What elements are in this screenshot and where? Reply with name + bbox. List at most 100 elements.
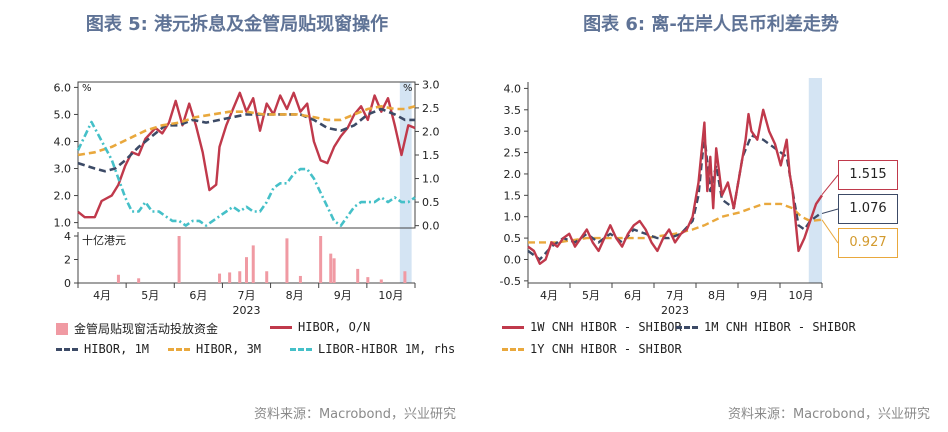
legend-label: LIBOR-HIBOR 1M, rhs: [318, 342, 456, 356]
legend-label: 1Y CNH HIBOR - SHIBOR: [530, 342, 682, 356]
bar: [403, 271, 407, 283]
legend-swatch: [56, 347, 78, 351]
y-tick-label: 1.0: [504, 211, 522, 224]
x-month-label: 9月: [750, 289, 768, 302]
x-month-label: 10月: [789, 289, 814, 302]
x-month-label: 8月: [708, 289, 726, 302]
y2-tick-label: 1.0: [422, 173, 440, 186]
legend-item: LIBOR-HIBOR 1M, rhs: [290, 342, 455, 356]
bar: [116, 274, 120, 283]
y-tick-label: 6.0: [54, 81, 72, 94]
legend-swatch: [168, 347, 190, 351]
y2-tick-label: 2.0: [422, 125, 440, 138]
legend-item: 金管局贴现窗活动投放资金: [56, 320, 218, 337]
legend-swatch: [56, 322, 68, 335]
legend-item: HIBOR, 3M: [168, 342, 261, 356]
legend-swatch: [290, 347, 312, 351]
x-month-label: 5月: [141, 289, 159, 302]
legend-item: 1Y CNH HIBOR - SHIBOR: [502, 342, 682, 356]
legend-swatch: [676, 325, 698, 329]
right-source: 资料来源：Macrobond，兴业研究: [727, 407, 930, 422]
bar: [251, 245, 255, 283]
y-tick-label: 2.5: [504, 147, 522, 160]
bar: [366, 277, 370, 283]
left-chart-svg: 1.0 2.0 3.0 4.0 5.0 6.0 % 0.0 0.5 1.0 1.5 2.0 2.5 3.0…: [54, 78, 440, 317]
legend-item: 1M CNH HIBOR - SHIBOR: [676, 320, 856, 334]
y3-tick-label: 4: [64, 230, 71, 243]
series-line-0: [527, 108, 823, 265]
y-tick-label: 2.0: [504, 168, 522, 181]
x-month-label: 5月: [582, 289, 600, 302]
bar: [329, 253, 333, 283]
x-year-label: 2023: [233, 304, 261, 317]
bar: [319, 236, 323, 283]
legend-item: 1W CNH HIBOR - SHIBOR: [502, 320, 682, 334]
series-line-0: [77, 91, 416, 219]
y-unit-label: %: [82, 83, 92, 94]
bar: [245, 257, 248, 283]
series-line-2: [528, 202, 823, 244]
legend-label: HIBOR, 3M: [196, 342, 262, 356]
series-line-1: [77, 107, 415, 173]
y2-tick-label: 3.0: [422, 78, 440, 91]
legend-item: HIBOR, 1M: [56, 342, 149, 356]
y-tick-label: 1.5: [504, 189, 522, 202]
y2-tick-label: 1.5: [422, 149, 440, 162]
x-month-label: 6月: [189, 289, 207, 302]
legend-label: HIBOR, O/N: [298, 320, 371, 334]
callout-leader: [821, 208, 839, 214]
bar: [298, 275, 302, 283]
y-tick-label: 4.0: [504, 82, 522, 95]
series-line-3: [76, 120, 416, 227]
x-month-label: 7月: [238, 289, 256, 302]
x-month-label: 7月: [666, 289, 684, 302]
series-line-2: [77, 105, 416, 157]
legend-label: 1M CNH HIBOR - SHIBOR: [704, 320, 856, 334]
legend-swatch: [502, 347, 524, 351]
y3-tick-label: 0: [64, 277, 71, 290]
x-month-label: 9月: [334, 289, 352, 302]
y-tick-label: 4.0: [54, 135, 72, 148]
bar: [218, 273, 222, 283]
legend-label: 金管局贴现窗活动投放资金: [74, 322, 219, 336]
y2-tick-label: 0.0: [422, 220, 440, 233]
x-month-label: 4月: [93, 289, 111, 302]
legend-label: HIBOR, 1M: [84, 342, 150, 356]
x-month-label: 8月: [286, 289, 304, 302]
y3-tick-label: 2: [64, 254, 71, 267]
bar: [177, 236, 181, 283]
x-year-label: 2023: [661, 304, 689, 317]
callout-value: 0.927: [838, 228, 898, 258]
callout-value: 1.076: [838, 194, 898, 224]
bar: [356, 268, 360, 283]
callout-leader: [821, 174, 839, 196]
x-month-label: 4月: [540, 289, 558, 302]
y2-unit-label: %: [403, 83, 413, 94]
left-chart-title: 图表 5: 港元拆息及金管局贴现窗操作: [85, 14, 389, 35]
y2-tick-label: 2.5: [422, 102, 440, 115]
y-tick-label: -0.5: [500, 275, 521, 288]
right-chart-panel: 图表 6: 离-在岸人民币利差走势 -0.5 0.0 0.5 1.0 1.5 2.0 2.5…: [474, 0, 948, 432]
bar: [285, 238, 289, 283]
bar: [228, 272, 232, 283]
bottom-unit-label: 十亿港元: [82, 233, 126, 247]
bar: [238, 271, 242, 283]
bar: [332, 258, 336, 283]
y-tick-label: 5.0: [54, 108, 72, 121]
legend-swatch: [270, 325, 292, 329]
legend-label: 1W CNH HIBOR - SHIBOR: [530, 320, 682, 334]
y-tick-label: 3.5: [504, 104, 522, 117]
right-chart-svg: -0.5 0.0 0.5 1.0 1.5 2.0 2.5 3.0 3.5 4.0 4月 5月 6月 7月 8…: [500, 78, 839, 317]
highlight-band: [399, 82, 412, 283]
y-tick-label: 3.0: [54, 163, 72, 176]
legend-swatch: [502, 325, 524, 329]
y-tick-label: 1.0: [54, 217, 72, 230]
legend-item: HIBOR, O/N: [270, 320, 370, 334]
callout-leader: [821, 219, 839, 244]
bar: [137, 278, 141, 283]
x-month-label: 6月: [624, 289, 642, 302]
y2-tick-label: 0.5: [422, 196, 440, 209]
x-month-label: 10月: [378, 289, 403, 302]
callout-value: 1.515: [838, 160, 898, 190]
y-tick-label: 3.0: [504, 125, 522, 138]
